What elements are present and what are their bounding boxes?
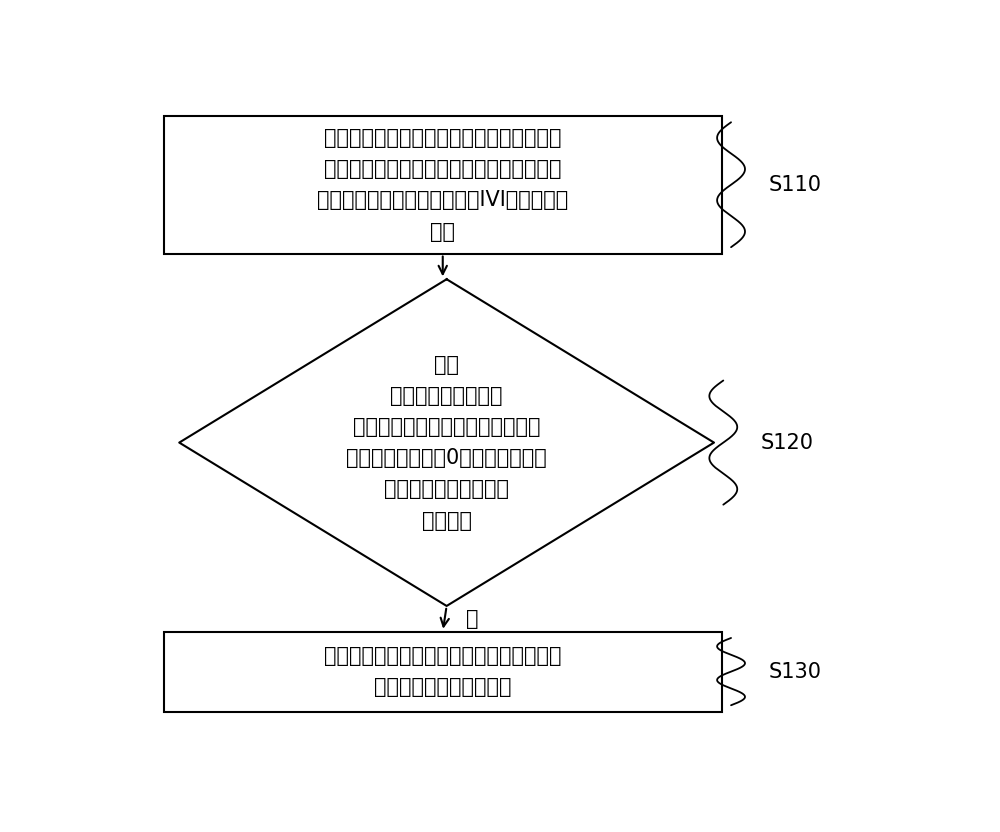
- Text: 判断
当前车辆状态是否满
足预设条件，其中，所述预设条件
为同时满足车速为0、电子驻车制动
系统施加、所有车门关
闭的条件: 判断 当前车辆状态是否满 足预设条件，其中，所述预设条件 为同时满足车速为0、电…: [346, 354, 547, 531]
- FancyBboxPatch shape: [164, 116, 722, 254]
- Text: S120: S120: [761, 433, 814, 453]
- Text: 根据所述车高降低请求控制车辆四角的空气
弹簧阀放气，以降低车高: 根据所述车高降低请求控制车辆四角的空气 弹簧阀放气，以降低车高: [324, 646, 562, 697]
- Polygon shape: [179, 280, 714, 606]
- Text: 获取输入单元的车高降低请求，其中，所述
输入单元包括遥控钥匙、蓝牙钥匙、移动终
端、后备箱按键、脚踢开关、IVI中的一种或
多种: 获取输入单元的车高降低请求，其中，所述 输入单元包括遥控钥匙、蓝牙钥匙、移动终 …: [317, 128, 568, 241]
- Text: S130: S130: [768, 661, 821, 681]
- Text: S110: S110: [768, 175, 821, 195]
- Text: 是: 是: [466, 609, 479, 629]
- FancyBboxPatch shape: [164, 631, 722, 711]
